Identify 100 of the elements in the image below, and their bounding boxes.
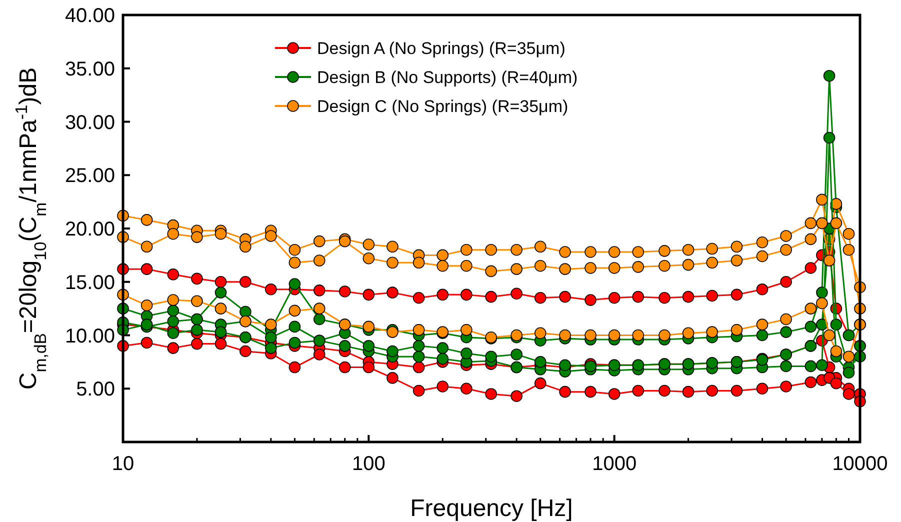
point [214, 302, 227, 314]
point [167, 315, 180, 328]
point [756, 382, 768, 395]
point [534, 377, 546, 390]
point [608, 329, 620, 342]
point [730, 240, 743, 253]
y-tick-label: 40.00 [64, 5, 115, 27]
point [584, 386, 596, 398]
point [191, 231, 203, 243]
point [559, 386, 571, 398]
point [780, 230, 792, 242]
point [240, 345, 252, 358]
y-tick-label: 30.00 [64, 112, 115, 134]
point [240, 306, 252, 318]
point [191, 295, 203, 307]
y-tick-label: 10.00 [64, 325, 115, 348]
point [460, 288, 472, 301]
point [140, 318, 153, 330]
point [658, 260, 670, 272]
point [608, 262, 620, 274]
point [780, 244, 792, 256]
point [485, 290, 497, 303]
point [584, 329, 596, 342]
point [313, 302, 326, 314]
point [584, 294, 596, 306]
point [780, 360, 792, 372]
point [386, 372, 398, 384]
point [804, 233, 817, 246]
point [313, 235, 326, 248]
point [412, 324, 425, 336]
point [191, 338, 203, 350]
point [288, 361, 301, 374]
point [780, 313, 792, 326]
point [706, 384, 718, 397]
legend-label: Design B (No Supports) (R=40μm) [317, 68, 578, 87]
point [534, 292, 546, 304]
point [658, 245, 670, 257]
x-tick-label: 10000 [832, 453, 888, 475]
point [534, 260, 546, 272]
point [338, 286, 351, 298]
point [706, 290, 718, 302]
point [706, 326, 718, 338]
point [460, 260, 472, 272]
point [756, 250, 768, 262]
point [288, 304, 301, 317]
point [756, 236, 768, 248]
point [706, 242, 718, 255]
point [436, 352, 449, 365]
x-tick-label: 10 [112, 453, 134, 475]
point [167, 294, 180, 306]
point [559, 263, 571, 275]
point [265, 283, 277, 296]
point [362, 340, 375, 352]
point [265, 318, 277, 330]
point [608, 246, 620, 258]
point [608, 292, 620, 304]
y-tick-label: 20.00 [64, 218, 115, 240]
point [485, 244, 497, 256]
point [313, 284, 326, 296]
point [756, 318, 768, 330]
legend-label: Design C (No Springs) (R=35μm) [317, 97, 568, 116]
point [412, 292, 425, 304]
point [436, 249, 449, 262]
x-tick-label: 1000 [592, 453, 637, 475]
point [756, 283, 768, 296]
y-tick-label: 5.00 [76, 378, 115, 401]
point [584, 246, 596, 258]
point [510, 244, 522, 256]
point [584, 262, 596, 274]
point [412, 384, 425, 397]
point [386, 345, 398, 358]
point [265, 342, 277, 354]
point [780, 276, 792, 288]
point [436, 380, 449, 392]
point [804, 217, 817, 230]
point [632, 384, 644, 397]
point [265, 331, 277, 344]
point [436, 260, 449, 272]
point [362, 252, 375, 264]
point [412, 340, 425, 352]
point [632, 246, 644, 258]
point [730, 384, 743, 397]
point [632, 329, 644, 342]
point [682, 258, 694, 271]
point [804, 262, 817, 274]
point [140, 240, 153, 253]
point [485, 350, 497, 362]
point [804, 302, 817, 314]
point [167, 268, 180, 280]
point [460, 382, 472, 395]
point [658, 329, 670, 342]
point [313, 313, 326, 326]
point [191, 324, 203, 336]
point [313, 348, 326, 360]
point [191, 272, 203, 285]
point [682, 386, 694, 398]
point [485, 388, 497, 400]
point [730, 288, 743, 301]
point [436, 342, 449, 354]
y-tick-label: 25.00 [64, 165, 115, 188]
